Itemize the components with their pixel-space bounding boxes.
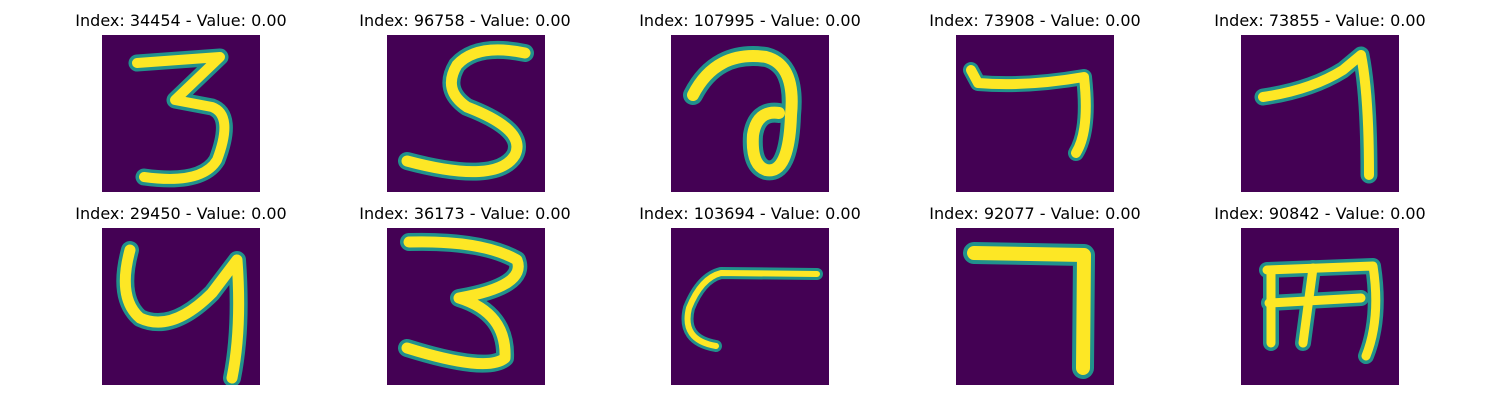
digit-image xyxy=(1241,228,1399,385)
panel-title: Index: 36173 - Value: 0.00 xyxy=(359,204,571,223)
digit-image xyxy=(387,35,545,192)
panel-3: Index: 107995 - Value: 0.00 xyxy=(610,0,890,192)
digit-image xyxy=(102,228,260,385)
panel-7: Index: 36173 - Value: 0.00 xyxy=(325,193,605,385)
panel-title: Index: 90842 - Value: 0.00 xyxy=(1214,204,1426,223)
panel-6: Index: 29450 - Value: 0.00 xyxy=(41,193,321,385)
panel-title: Index: 34454 - Value: 0.00 xyxy=(75,11,287,30)
digit-image xyxy=(956,35,1114,192)
panel-title: Index: 73855 - Value: 0.00 xyxy=(1214,11,1426,30)
digit-image xyxy=(387,228,545,385)
digit-image xyxy=(671,35,829,192)
panel-8: Index: 103694 - Value: 0.00 xyxy=(610,193,890,385)
digit-image xyxy=(956,228,1114,385)
panel-title: Index: 103694 - Value: 0.00 xyxy=(639,204,861,223)
panel-title: Index: 73908 - Value: 0.00 xyxy=(929,11,1141,30)
panel-5: Index: 73855 - Value: 0.00 xyxy=(1180,0,1460,192)
panel-10: Index: 90842 - Value: 0.00 xyxy=(1180,193,1460,385)
panel-9: Index: 92077 - Value: 0.00 xyxy=(895,193,1175,385)
panel-title: Index: 29450 - Value: 0.00 xyxy=(75,204,287,223)
digit-image xyxy=(102,35,260,192)
digit-image xyxy=(671,228,829,385)
panel-2: Index: 96758 - Value: 0.00 xyxy=(325,0,605,192)
digit-image xyxy=(1241,35,1399,192)
panel-1: Index: 34454 - Value: 0.00 xyxy=(41,0,321,192)
panel-title: Index: 96758 - Value: 0.00 xyxy=(359,11,571,30)
panel-4: Index: 73908 - Value: 0.00 xyxy=(895,0,1175,192)
panel-title: Index: 92077 - Value: 0.00 xyxy=(929,204,1141,223)
panel-title: Index: 107995 - Value: 0.00 xyxy=(639,11,861,30)
